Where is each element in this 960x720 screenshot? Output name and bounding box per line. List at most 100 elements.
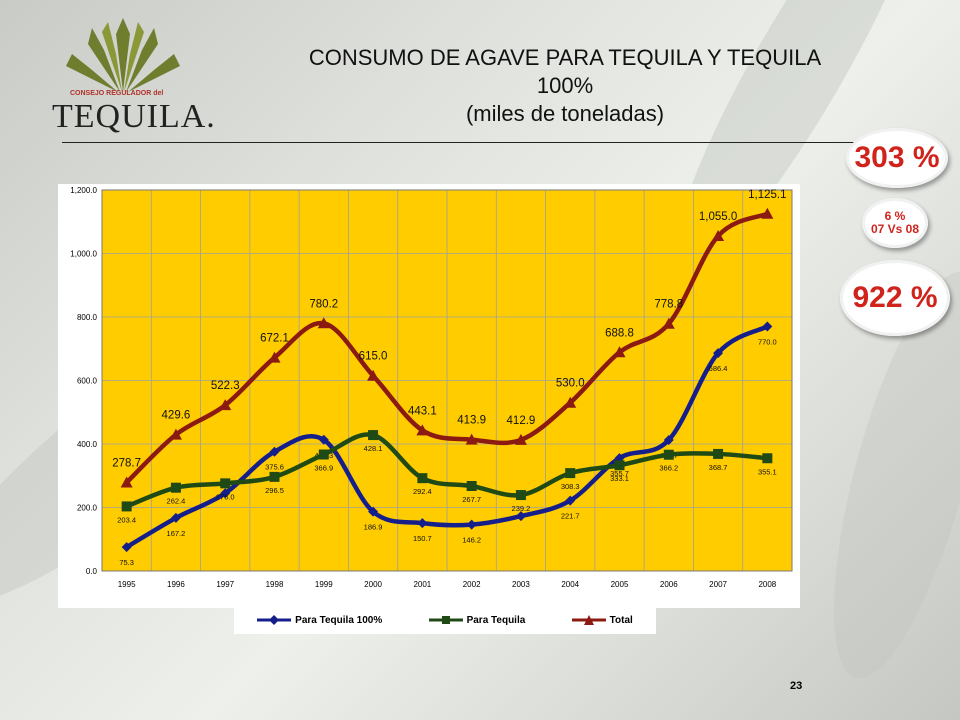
data-label: 333.1 xyxy=(610,474,629,483)
x-tick-label: 2004 xyxy=(561,580,579,589)
data-label: 368.7 xyxy=(709,463,728,472)
data-label: 780.2 xyxy=(309,298,338,310)
data-label: 412.9 xyxy=(507,415,536,427)
data-label: 688.8 xyxy=(605,327,634,339)
data-label: 150.7 xyxy=(413,534,432,543)
data-point-triangle xyxy=(465,433,478,445)
data-label: 530.0 xyxy=(556,378,585,390)
data-label: 292.4 xyxy=(413,487,432,496)
data-point-diamond xyxy=(565,495,576,506)
yoy-growth-badge: 6 % 07 Vs 08 xyxy=(862,198,928,248)
legend-item-total: Total xyxy=(571,614,633,626)
data-label: 1,055.0 xyxy=(699,211,737,223)
slide-title: CONSUMO DE AGAVE PARA TEQUILA Y TEQUILA … xyxy=(230,44,900,128)
data-point-square xyxy=(269,471,280,482)
data-label: 1,125.1 xyxy=(748,189,786,201)
data-label: 413.9 xyxy=(457,415,486,427)
data-point-square xyxy=(368,430,379,441)
data-point-square xyxy=(565,468,576,479)
data-label: 429.6 xyxy=(162,410,191,422)
title-line-1: CONSUMO DE AGAVE PARA TEQUILA Y TEQUILA xyxy=(308,45,822,70)
data-point-diamond xyxy=(713,348,724,359)
data-label: 146.2 xyxy=(462,536,481,545)
title-divider xyxy=(62,142,898,143)
data-label: 686.4 xyxy=(709,364,728,373)
data-label: 615.0 xyxy=(359,351,388,363)
plot-border xyxy=(101,189,793,572)
y-tick-label: 800.0 xyxy=(77,313,98,322)
data-label: 267.7 xyxy=(462,495,481,504)
data-point-triangle xyxy=(219,399,232,411)
data-label: 239.2 xyxy=(512,504,531,513)
legend-label: Para Tequila xyxy=(466,614,526,626)
x-tick-label: 2002 xyxy=(463,580,481,589)
data-label: 522.3 xyxy=(211,380,240,392)
data-point-square xyxy=(762,453,773,464)
data-point-triangle xyxy=(268,351,281,363)
data-point-square xyxy=(318,449,329,460)
data-label: 366.2 xyxy=(659,464,678,473)
x-tick-label: 1999 xyxy=(315,580,333,589)
data-point-triangle xyxy=(169,428,182,440)
x-tick-label: 2007 xyxy=(709,580,727,589)
data-point-square xyxy=(515,490,526,501)
badge-text-line1: 6 % xyxy=(884,208,906,223)
x-tick-label: 1995 xyxy=(118,580,136,589)
legend-label: Total xyxy=(609,614,633,626)
data-point-square xyxy=(170,482,181,493)
series-line-para-tequila xyxy=(125,432,768,509)
legend-label: Para Tequila 100% xyxy=(295,614,383,626)
x-tick-label: 1996 xyxy=(167,580,185,589)
y-tick-label: 1,000.0 xyxy=(70,250,97,259)
data-point-triangle xyxy=(416,424,429,436)
legend-item-tequila-100: Para Tequila 100% xyxy=(257,615,382,626)
data-point-triangle xyxy=(712,230,725,242)
x-tick-label: 2006 xyxy=(660,580,678,589)
data-label: 375.6 xyxy=(265,463,284,472)
data-label: 203.4 xyxy=(117,515,136,524)
x-tick-label: 2003 xyxy=(512,580,530,589)
data-label: 355.7 xyxy=(610,469,629,478)
data-point-diamond xyxy=(170,512,181,523)
y-tick-label: 600.0 xyxy=(77,377,98,386)
data-point-diamond xyxy=(269,446,280,457)
consumption-line-chart: 0.0 200.0 400.0 600.0 800.0 1,000.0 1,200.0 199… xyxy=(58,184,800,608)
data-point-diamond xyxy=(368,506,379,517)
data-point-square xyxy=(466,481,477,492)
data-point-triangle xyxy=(564,396,577,408)
title-line-2: 100% xyxy=(536,73,594,99)
data-label: 278.7 xyxy=(112,458,141,470)
total-growth-badge: 303 % xyxy=(846,128,948,188)
data-point-diamond xyxy=(515,511,526,522)
data-point-square xyxy=(614,460,625,471)
data-point-square xyxy=(713,448,724,459)
data-point-diamond xyxy=(220,488,231,499)
y-tick-label: 0.0 xyxy=(86,567,98,576)
data-label: 186.9 xyxy=(364,523,383,532)
data-point-triangle xyxy=(662,317,675,329)
data-label: 366.9 xyxy=(314,464,333,473)
x-tick-label: 1998 xyxy=(266,580,284,589)
data-point-triangle xyxy=(761,207,774,219)
data-point-square xyxy=(220,478,231,489)
data-point-diamond xyxy=(762,321,773,332)
data-point-diamond xyxy=(417,518,428,529)
title-line-3: (miles de toneladas) xyxy=(465,101,665,127)
y-tick-label: 1,200.0 xyxy=(70,186,97,195)
data-label: 778.8 xyxy=(654,299,683,311)
x-tick-label: 1997 xyxy=(216,580,234,589)
logo-wordmark: TEQUILA. xyxy=(52,98,216,135)
data-point-square xyxy=(121,501,132,512)
data-label: 221.7 xyxy=(561,512,580,521)
data-point-diamond xyxy=(121,542,132,553)
data-label: 308.3 xyxy=(561,482,580,491)
data-point-triangle xyxy=(613,346,626,358)
data-point-diamond xyxy=(466,519,477,530)
x-tick-label: 2000 xyxy=(364,580,382,589)
data-label: 770.0 xyxy=(758,338,777,347)
data-label: 355.1 xyxy=(758,467,777,476)
y-tick-label: 200.0 xyxy=(77,504,98,513)
legend-marker-triangle-icon xyxy=(571,615,606,625)
page-number: 23 xyxy=(790,680,803,692)
badge-text: 303 % xyxy=(854,141,940,174)
